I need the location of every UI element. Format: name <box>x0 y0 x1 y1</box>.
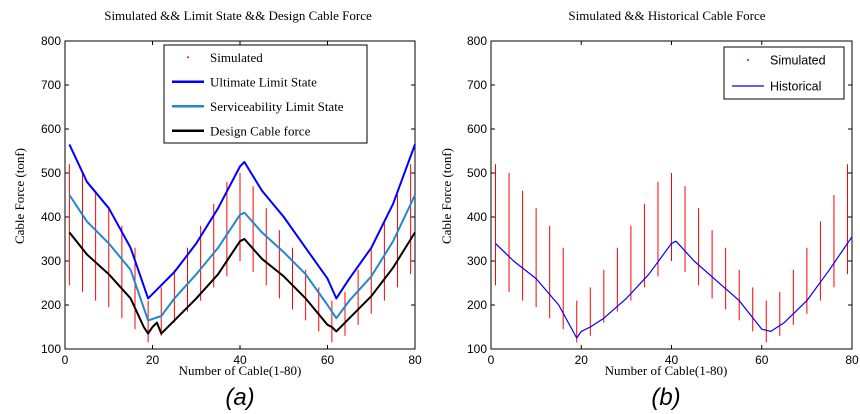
x-tick-label: 80 <box>408 353 422 367</box>
y-tick-label: 400 <box>467 210 487 224</box>
y-tick-label: 100 <box>41 342 61 356</box>
plot-area-b: 0 20 40 60 80 100 200 300 400 500 600 700 800 Simulat… <box>467 34 859 367</box>
x-tick-label: 60 <box>321 353 335 367</box>
legend-marker-simulated <box>747 59 749 61</box>
y-tick-label: 300 <box>467 254 487 268</box>
x-tick-label: 60 <box>755 353 769 367</box>
y-tick-label: 600 <box>467 122 487 136</box>
y-tick-label: 200 <box>41 298 61 312</box>
x-tick-label: 20 <box>146 353 160 367</box>
series-simulated <box>495 164 848 343</box>
x-tick-label: 40 <box>233 353 247 367</box>
x-tick-label: 20 <box>575 353 589 367</box>
y-tick-label: 400 <box>41 210 61 224</box>
x-tick-label: 0 <box>488 353 495 367</box>
y-tick-label: 600 <box>41 122 61 136</box>
legend-entry: Design Cable force <box>210 123 311 138</box>
panel-caption-a: (a) <box>225 384 254 411</box>
series-line-ultimate-limit-state <box>68 143 416 300</box>
legend-box <box>723 46 845 100</box>
legend-entry: Serviceability Limit State <box>210 99 344 114</box>
legend-marker-simulated <box>187 56 189 59</box>
chart-panel-a: Simulated && Limit State && Design Cable… <box>12 8 422 411</box>
legend-box <box>163 44 368 144</box>
series-line-design-cable-force <box>68 231 416 335</box>
plot-area-a: 0 20 40 60 80 100 200 300 400 500 600 700 800 Simulat… <box>41 34 422 367</box>
panel-caption-b: (b) <box>651 384 680 411</box>
y-axis-label-b: Cable Force (tonf) <box>439 148 454 244</box>
y-tick-label: 700 <box>41 78 61 92</box>
y-tick-label: 800 <box>41 34 61 48</box>
legend-entry: Ultimate Limit State <box>210 74 317 89</box>
series-line-serviceability-limit-state <box>68 194 416 322</box>
x-tick-label: 40 <box>665 353 679 367</box>
legend: Simulated Historical <box>723 46 845 100</box>
chart-title-b: Simulated && Historical Cable Force <box>568 8 765 23</box>
legend-entry: Simulated <box>770 54 826 68</box>
chart-title-a: Simulated && Limit State && Design Cable… <box>104 8 372 23</box>
y-tick-label: 700 <box>467 78 487 92</box>
legend-entry: Historical <box>770 80 821 94</box>
y-tick-label: 200 <box>467 298 487 312</box>
legend-entry: Simulated <box>210 50 263 65</box>
x-tick-label: 0 <box>62 353 69 367</box>
x-axis-label-a: Number of Cable(1-80) <box>179 363 302 378</box>
x-tick-label: 80 <box>845 353 859 367</box>
y-tick-label: 500 <box>41 166 61 180</box>
y-tick-label: 800 <box>467 34 487 48</box>
chart-panel-b: Simulated && Historical Cable Force 0 20 4… <box>439 8 859 411</box>
legend: Simulated Ultimate Limit State Serviceabil… <box>163 44 368 144</box>
y-tick-label: 500 <box>467 166 487 180</box>
x-axis-label-b: Number of Cable(1-80) <box>605 363 728 378</box>
y-tick-label: 100 <box>467 342 487 356</box>
y-tick-label: 300 <box>41 254 61 268</box>
series-line-historical <box>495 236 853 339</box>
y-axis-label-a: Cable Force (tonf) <box>12 148 27 244</box>
